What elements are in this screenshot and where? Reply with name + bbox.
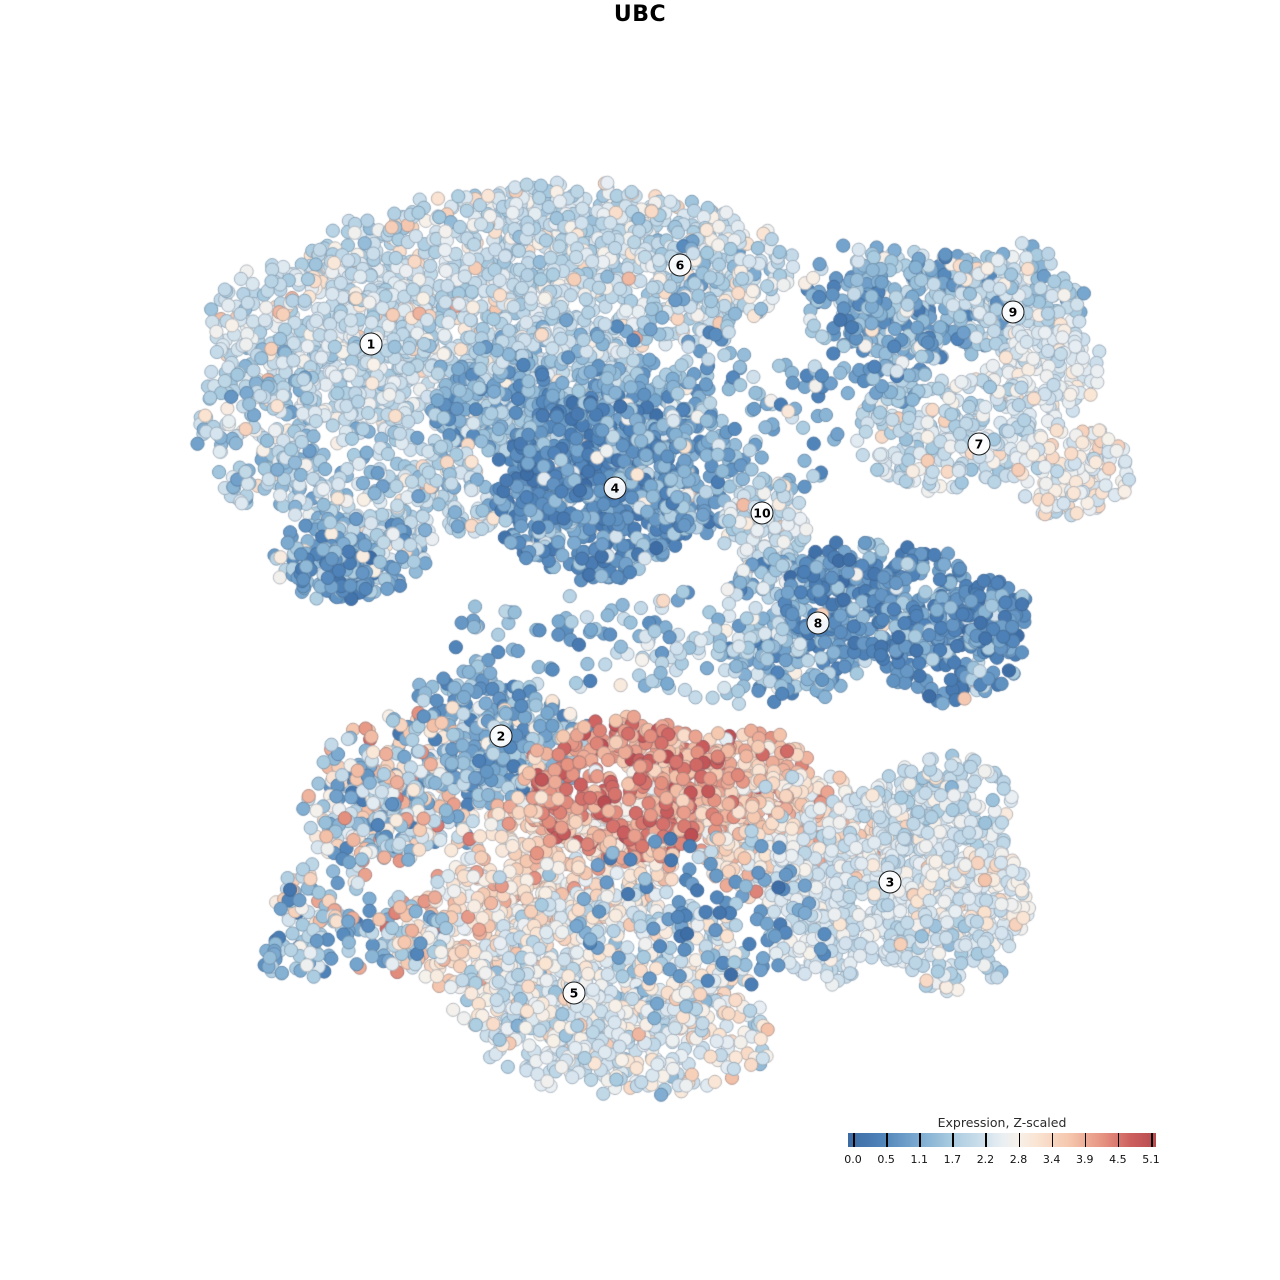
cluster-label-7: 7 [967, 432, 991, 456]
legend-tick-mark [952, 1133, 954, 1147]
legend-tick-label: 4.5 [1109, 1153, 1127, 1166]
cluster-label-1: 1 [359, 332, 383, 356]
legend-tick-mark [1051, 1133, 1054, 1147]
legend-tick-mark [919, 1133, 921, 1147]
cluster-label-10: 10 [750, 501, 774, 525]
legend-tick-label: 5.1 [1142, 1153, 1160, 1166]
legend-tick-label: 1.7 [943, 1153, 962, 1166]
cluster-label-6: 6 [668, 253, 692, 277]
legend-tick-mark [853, 1133, 855, 1147]
cluster-label-4: 4 [603, 476, 627, 500]
cluster-label-2: 2 [489, 724, 513, 748]
legend-tick-label: 2.2 [976, 1153, 995, 1166]
legend-tick-mark [886, 1133, 888, 1147]
legend-title: Expression, Z-scaled [937, 1115, 1067, 1130]
legend-tick-label: 0.0 [844, 1153, 862, 1166]
legend-tick-label: 0.5 [877, 1153, 895, 1166]
cluster-label-5: 5 [562, 981, 586, 1005]
legend-tick-mark [1151, 1133, 1153, 1147]
legend-tick-mark [1117, 1133, 1120, 1147]
colorbar-gradient [848, 1133, 1156, 1147]
expression-colorbar-legend: Expression, Z-scaled 0.0 0.5 1.1 1.7 2.2 2.8 3… [844, 1115, 1160, 1166]
legend-tick-mark [985, 1133, 988, 1147]
chart-title: UBC [613, 2, 667, 27]
legend-tick-mark [1018, 1133, 1021, 1147]
cluster-label-9: 9 [1001, 300, 1025, 324]
legend-tick-label: 3.9 [1076, 1153, 1094, 1166]
legend-tick-label: 1.1 [910, 1153, 928, 1166]
cluster-label-3: 3 [878, 870, 902, 894]
legend-tick-mark [1084, 1133, 1087, 1147]
legend-tick-label: 2.8 [1009, 1153, 1028, 1166]
cluster-label-8: 8 [806, 611, 830, 635]
legend-tick-label: 3.4 [1042, 1153, 1061, 1166]
